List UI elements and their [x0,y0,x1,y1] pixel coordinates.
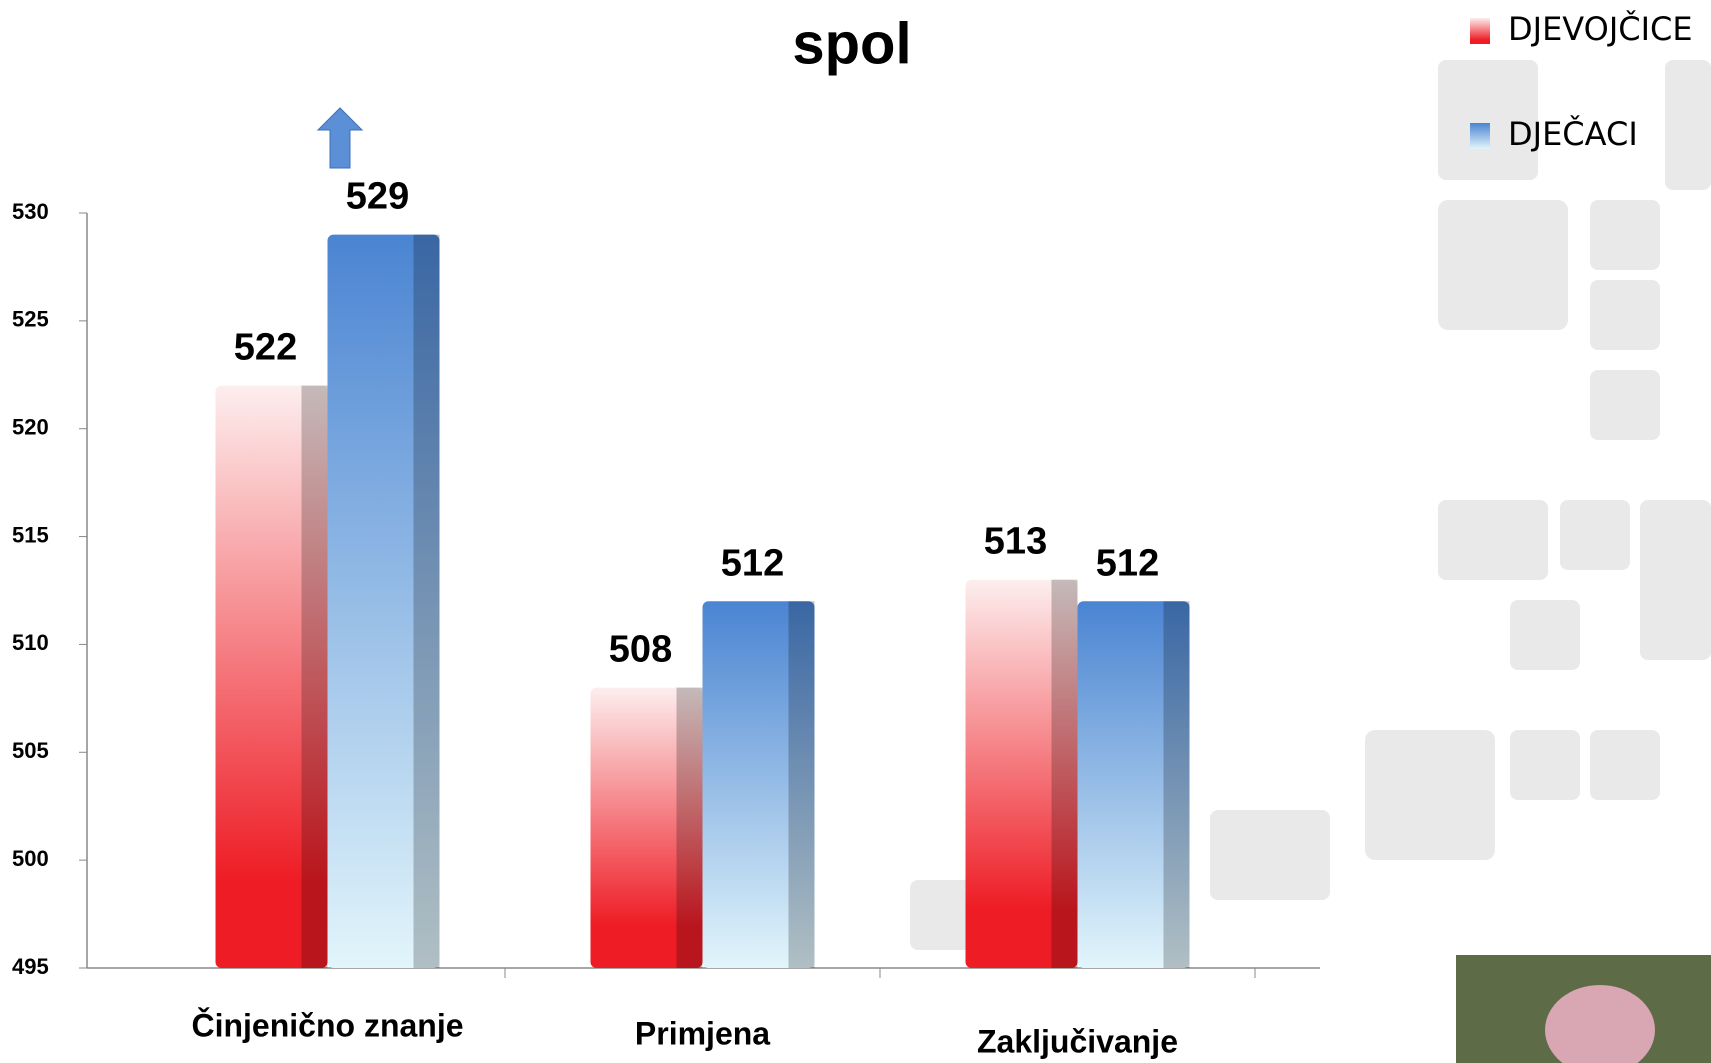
x-tick-label: Zaključivanje [977,1023,1178,1059]
x-tick-label: Primjena [635,1015,770,1051]
arrow-icon [316,107,364,169]
y-tick-label: 520 [12,415,49,440]
value-label: 512 [1096,542,1159,584]
bar [965,579,1078,968]
value-label: 512 [721,542,784,584]
value-label: 522 [234,327,297,369]
background-pattern [910,60,1711,950]
bar-side [1163,601,1190,968]
y-tick-label: 525 [12,307,49,332]
y-tick-label: 495 [12,954,49,979]
legend-swatch [1470,18,1490,44]
photo-flower [1545,985,1655,1063]
legend-label: DJEVOJČICE [1508,9,1693,48]
value-label: 513 [984,521,1047,563]
legend-swatch [1470,123,1490,149]
y-tick-label: 515 [12,522,49,547]
y-tick-label: 500 [12,846,49,871]
y-tick-label: 505 [12,738,49,763]
bar-side [413,234,440,969]
x-tick-label: Činjenično znanje [191,1007,463,1043]
legend-label: DJEČACI [1508,114,1638,153]
bar-side [788,601,815,968]
bar [702,601,815,968]
bar [327,234,440,969]
bar-side [301,385,328,969]
bar [1077,601,1190,968]
value-label: 529 [346,176,409,218]
bar-side [1051,579,1078,968]
bar-side [676,687,703,968]
y-tick-label: 510 [12,630,49,655]
bar [590,687,703,968]
value-label: 508 [609,629,672,671]
y-tick-label: 530 [12,199,49,224]
bar [215,385,328,969]
chart-title: spol [792,11,911,76]
